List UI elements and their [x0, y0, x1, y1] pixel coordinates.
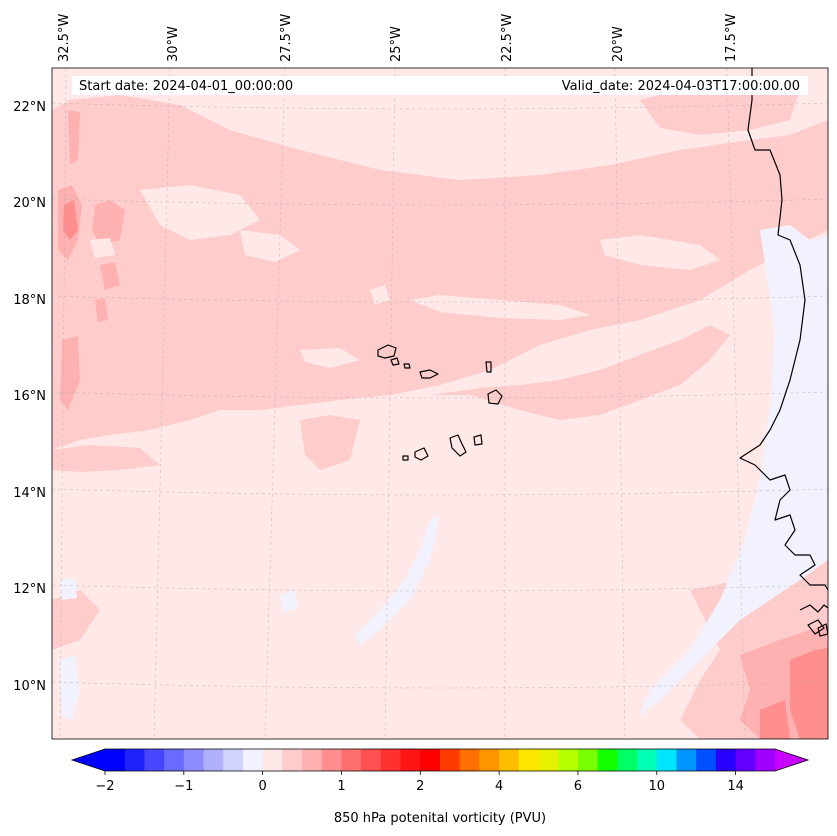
- colorbar-cell: [558, 749, 579, 771]
- colorbar-cell: [242, 749, 264, 771]
- graticule: [52, 68, 828, 739]
- sao-vicente-island: [390, 357, 400, 366]
- lon-label: 25°W: [389, 26, 404, 62]
- bissagos-island-2: [817, 623, 828, 637]
- colorbar-cells: [105, 749, 776, 771]
- colorbar-cell: [302, 749, 323, 771]
- colorbar-cell: [124, 749, 146, 771]
- colorbar-cell: [637, 749, 658, 771]
- colorbar-cell: [538, 749, 559, 771]
- colorbar-tick-label: 4: [495, 779, 503, 794]
- maio-island: [473, 434, 483, 446]
- start-date-label: Start date: 2024-04-01_00:00:00: [79, 79, 293, 94]
- colorbar-tick-label: −2: [95, 779, 114, 794]
- sao-nicolau-island: [419, 369, 439, 379]
- colorbar-cell: [282, 749, 303, 771]
- colorbar-cell: [735, 749, 756, 771]
- colorbar-tick-label: 10: [648, 779, 665, 794]
- lat-label: 22°N: [13, 100, 46, 115]
- coastlines: [377, 68, 828, 637]
- lat-label: 20°N: [13, 196, 46, 211]
- longitude-labels: 32.5°W 30°W 27.5°W 25°W 22.5°W 20°W 17.5…: [57, 14, 739, 62]
- colorbar-cell: [617, 749, 638, 771]
- colorbar-ticks: −2 −1 0 1 2 4 6 10 14: [95, 771, 744, 794]
- colorbar-cell: [361, 749, 382, 771]
- lat-label: 14°N: [13, 486, 46, 501]
- pv-band-negative: [60, 225, 828, 720]
- colorbar-cell: [262, 749, 283, 771]
- colorbar-title: 850 hPa potenital vorticity (PVU): [334, 811, 546, 826]
- colorbar-cell: [440, 749, 461, 771]
- colorbar-tick-label: 1: [337, 779, 345, 794]
- africa-coastline: [739, 68, 828, 591]
- guinea-coastline: [799, 604, 828, 613]
- colorbar-cell: [321, 749, 343, 771]
- colorbar: −2 −1 0 1 2 4 6 10 14 850 hPa potenital vorticit…: [70, 748, 810, 826]
- santa-luzia-island: [403, 363, 411, 369]
- colorbar-cell: [597, 749, 618, 771]
- lat-label: 12°N: [13, 582, 46, 597]
- colorbar-cell: [223, 749, 244, 771]
- colorbar-tick-label: −1: [174, 779, 193, 794]
- colorbar-cell: [203, 749, 224, 771]
- colorbar-cell: [518, 749, 540, 771]
- valid-date-label: Valid_date: 2024-04-03T17:00:00.00: [562, 79, 800, 94]
- lon-label: 27.5°W: [279, 14, 294, 62]
- lon-label: 32.5°W: [57, 14, 72, 62]
- colorbar-cell: [105, 749, 126, 771]
- boa-vista-island: [487, 389, 503, 405]
- colorbar-extend-low: [72, 749, 105, 771]
- colorbar-cell: [676, 749, 697, 771]
- pv-low-patches: [90, 185, 720, 368]
- colorbar-tick-label: 2: [416, 779, 424, 794]
- lon-label: 22.5°W: [500, 14, 515, 62]
- colorbar-cell: [479, 749, 500, 771]
- colorbar-cell: [577, 749, 599, 771]
- colorbar-cell: [164, 749, 185, 771]
- colorbar-tick-label: 6: [574, 779, 582, 794]
- colorbar-extend-high: [775, 749, 808, 771]
- colorbar-cell: [656, 749, 678, 771]
- colorbar-cell: [144, 749, 165, 771]
- bissagos-island: [807, 619, 825, 635]
- lat-label: 16°N: [13, 389, 46, 404]
- colorbar-cell: [459, 749, 481, 771]
- brava-island: [402, 455, 409, 461]
- colorbar-cell: [755, 749, 776, 771]
- pv-band-strong: [63, 200, 828, 739]
- colorbar-tick-label: 0: [259, 779, 267, 794]
- colorbar-cell: [420, 749, 441, 771]
- lon-label: 20°W: [611, 26, 626, 62]
- colorbar-cell: [696, 749, 717, 771]
- lon-label: 30°W: [166, 26, 181, 62]
- colorbar-cell: [341, 749, 362, 771]
- santo-antao-island: [377, 344, 397, 359]
- lon-label: 17.5°W: [724, 14, 739, 62]
- lat-label: 10°N: [13, 679, 46, 694]
- colorbar-tick-label: 14: [727, 779, 744, 794]
- latitude-labels: 22°N 20°N 18°N 16°N 14°N 12°N 10°N: [13, 100, 46, 694]
- fogo-island: [414, 447, 429, 461]
- info-box: [72, 76, 808, 95]
- sal-island: [485, 361, 492, 373]
- santiago-island: [449, 434, 467, 457]
- colorbar-cell: [400, 749, 421, 771]
- colorbar-cell: [499, 749, 520, 771]
- colorbar-cell: [183, 749, 205, 771]
- colorbar-cell: [715, 749, 737, 771]
- lat-label: 18°N: [13, 293, 46, 308]
- map-panel: [52, 68, 828, 739]
- colorbar-cell: [380, 749, 402, 771]
- map-frame: [51, 67, 829, 740]
